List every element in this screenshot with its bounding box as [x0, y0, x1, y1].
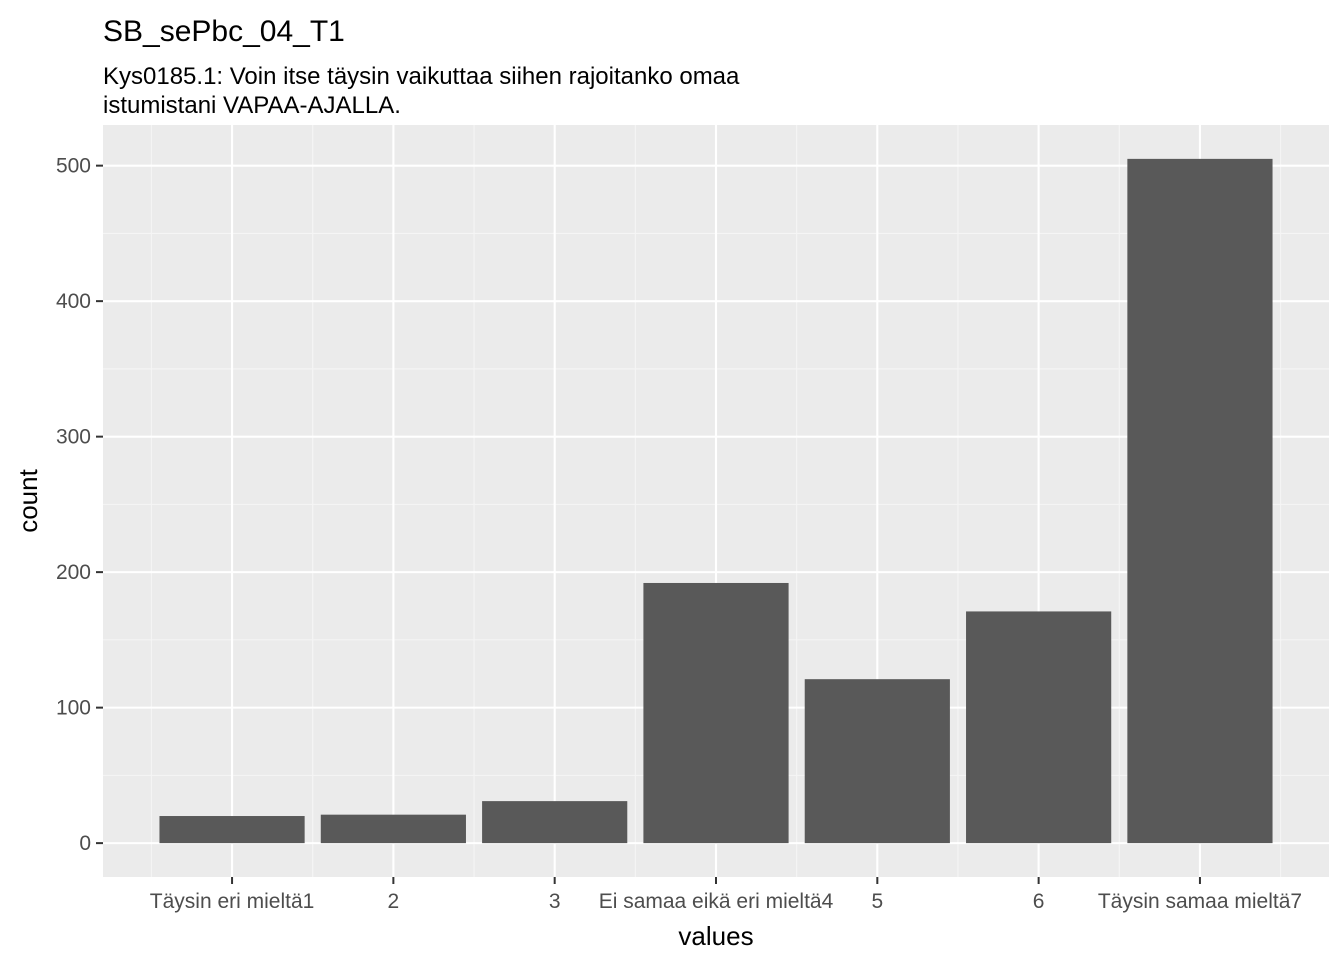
y-tick-label: 400	[56, 290, 91, 313]
x-tick-label: 6	[1033, 890, 1045, 913]
bar-6	[966, 611, 1112, 844]
y-tick-label: 200	[56, 561, 91, 584]
x-axis-title: values	[678, 921, 753, 951]
x-tick-label: 3	[549, 890, 561, 913]
x-tick-label: Ei samaa eikä eri mieltä4	[599, 890, 834, 913]
y-tick-label: 300	[56, 426, 91, 449]
y-axis-ticks: 0 100 200 300 400 500	[56, 155, 103, 855]
y-tick-label: 500	[56, 155, 91, 178]
y-axis-title: count	[13, 468, 43, 532]
bar-1	[159, 816, 305, 844]
bar-4	[643, 582, 789, 844]
bar-3	[482, 801, 628, 844]
x-axis-ticks: Täysin eri mieltä1 2 3 Ei samaa eikä eri mi…	[150, 877, 1302, 913]
x-tick-label: Täysin samaa mieltä7	[1098, 890, 1302, 913]
x-tick-label: Täysin eri mieltä1	[150, 890, 315, 913]
bar-7	[1127, 158, 1273, 844]
bar-2	[320, 814, 466, 844]
bars	[159, 158, 1273, 844]
x-tick-label: 5	[871, 890, 883, 913]
chart-subtitle-line-2: istumistani VAPAA-AJALLA.	[103, 92, 401, 119]
y-tick-label: 0	[79, 832, 91, 855]
y-tick-label: 100	[56, 697, 91, 720]
bar-5	[804, 679, 950, 844]
chart-subtitle-line-1: Kys0185.1: Voin itse täysin vaikuttaa si…	[103, 63, 740, 90]
chart-title: SB_sePbc_04_T1	[103, 15, 345, 48]
x-tick-label: 2	[388, 890, 400, 913]
